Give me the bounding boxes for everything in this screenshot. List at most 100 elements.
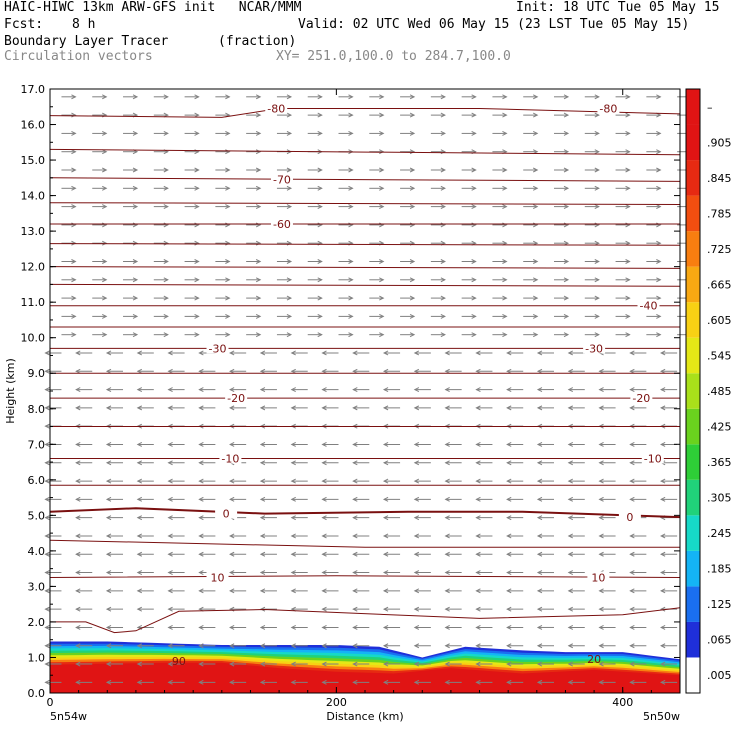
wind-vector-head <box>506 588 512 594</box>
wind-vector-head <box>348 332 354 338</box>
wind-vector-head <box>660 478 666 484</box>
contour-label: -30 <box>585 342 603 355</box>
wind-vector-head <box>198 588 204 594</box>
wind-vector-head <box>259 625 266 630</box>
contour-label: 0 <box>223 508 230 521</box>
colorbar-frame <box>685 88 701 694</box>
wind-vector-head <box>660 533 666 539</box>
wind-vector-head <box>198 496 204 502</box>
wind-vector-head <box>163 94 169 100</box>
colorbar-swatch <box>686 124 700 161</box>
wind-vector-head <box>536 606 543 612</box>
wind-vector-head <box>471 94 477 100</box>
y-tick-label: 10.0 <box>21 332 46 345</box>
wind-vector-head <box>444 405 450 411</box>
wind-vector-head <box>598 625 604 630</box>
wind-vector-head <box>382 533 389 539</box>
wind-vector-head <box>44 350 50 356</box>
wind-vector-head <box>413 405 420 411</box>
wind-vector-head <box>594 259 600 264</box>
wind-vector-head <box>536 496 543 502</box>
wind-vector-head <box>656 94 662 100</box>
wind-vector-head <box>321 515 327 521</box>
wind-vector-head <box>379 167 385 173</box>
wind-vector-head <box>317 185 323 191</box>
y-tick-label: 13.0 <box>21 225 46 238</box>
wind-vector-head <box>132 313 139 319</box>
field-units: (fraction) <box>218 34 297 49</box>
wind-vector-head <box>444 588 450 594</box>
wind-vector-head <box>286 259 293 264</box>
wind-vector-head <box>409 313 416 319</box>
wind-vector-head <box>382 551 389 557</box>
wind-vector-head <box>594 204 600 210</box>
wind-vector-head <box>382 606 389 612</box>
contour-label: -10 <box>221 453 239 466</box>
wind-vector-head <box>563 313 570 319</box>
wind-vector-head <box>382 350 389 356</box>
wind-vector-head <box>352 496 358 502</box>
wind-vector-head <box>444 661 450 667</box>
wind-vector-head <box>598 442 604 447</box>
wind-vector-head <box>567 368 574 374</box>
wind-vector-head <box>321 533 327 539</box>
wind-vector-head <box>286 295 293 301</box>
wind-vector-head <box>290 405 296 411</box>
temperature-contour <box>49 177 681 182</box>
wind-vector-head <box>259 478 266 484</box>
wind-vector-head <box>409 332 416 338</box>
wind-vector-head <box>532 295 539 301</box>
wind-vector-head <box>506 387 512 393</box>
wind-vector-head <box>352 661 358 667</box>
wind-vector-head <box>194 130 200 136</box>
wind-vector-head <box>506 496 512 502</box>
wind-vector-head <box>598 387 604 393</box>
wind-vector-head <box>629 460 635 466</box>
wind-vector-head <box>352 478 358 484</box>
colorbar-swatch <box>686 231 700 267</box>
wind-vector-head <box>506 515 512 521</box>
wind-vector-head <box>255 167 262 173</box>
wind-vector-head <box>594 295 600 301</box>
wind-vector-head <box>348 94 354 100</box>
wind-vector-head <box>321 350 327 356</box>
wind-vector-head <box>532 167 539 173</box>
wind-vector-head <box>75 405 81 411</box>
wind-vector-head <box>444 551 450 557</box>
wind-vector-head <box>321 588 327 594</box>
wind-vector-head <box>502 130 508 136</box>
wind-vector-head <box>255 313 262 319</box>
wind-vector-head <box>625 332 631 338</box>
wind-vector-head <box>471 295 477 301</box>
wind-vector-head <box>229 679 235 685</box>
wind-vector-head <box>598 460 604 466</box>
wind-vector-head <box>167 570 173 576</box>
wind-vector-head <box>71 332 77 338</box>
wind-vector-head <box>352 679 358 685</box>
wind-vector-head <box>629 496 635 502</box>
wind-vector-head <box>136 478 143 484</box>
wind-vector-head <box>594 94 600 100</box>
wind-vector-head <box>44 423 50 429</box>
wind-vector-head <box>656 332 662 338</box>
wind-vector-head <box>163 295 169 301</box>
wind-vector-head <box>198 643 204 649</box>
x-tick-label: 400 <box>612 696 633 709</box>
wind-vector-head <box>629 368 635 374</box>
wind-vector-head <box>167 460 173 466</box>
wind-vector-head <box>229 533 235 539</box>
wind-vector-head <box>102 259 108 264</box>
wind-vector-head <box>44 606 50 612</box>
wind-vector-head <box>321 625 327 630</box>
wind-vector-head <box>136 551 143 557</box>
wind-vector-head <box>75 442 81 447</box>
wind-vector-head <box>132 204 139 210</box>
wind-vector-head <box>413 533 420 539</box>
wind-vector-head <box>102 167 108 173</box>
wind-vector-head <box>352 570 358 576</box>
wind-vector-head <box>44 387 50 393</box>
wind-vector-head <box>656 313 662 319</box>
wind-vector-head <box>409 130 416 136</box>
y-tick-label: 8.0 <box>28 403 46 416</box>
wind-vector-head <box>625 167 631 173</box>
